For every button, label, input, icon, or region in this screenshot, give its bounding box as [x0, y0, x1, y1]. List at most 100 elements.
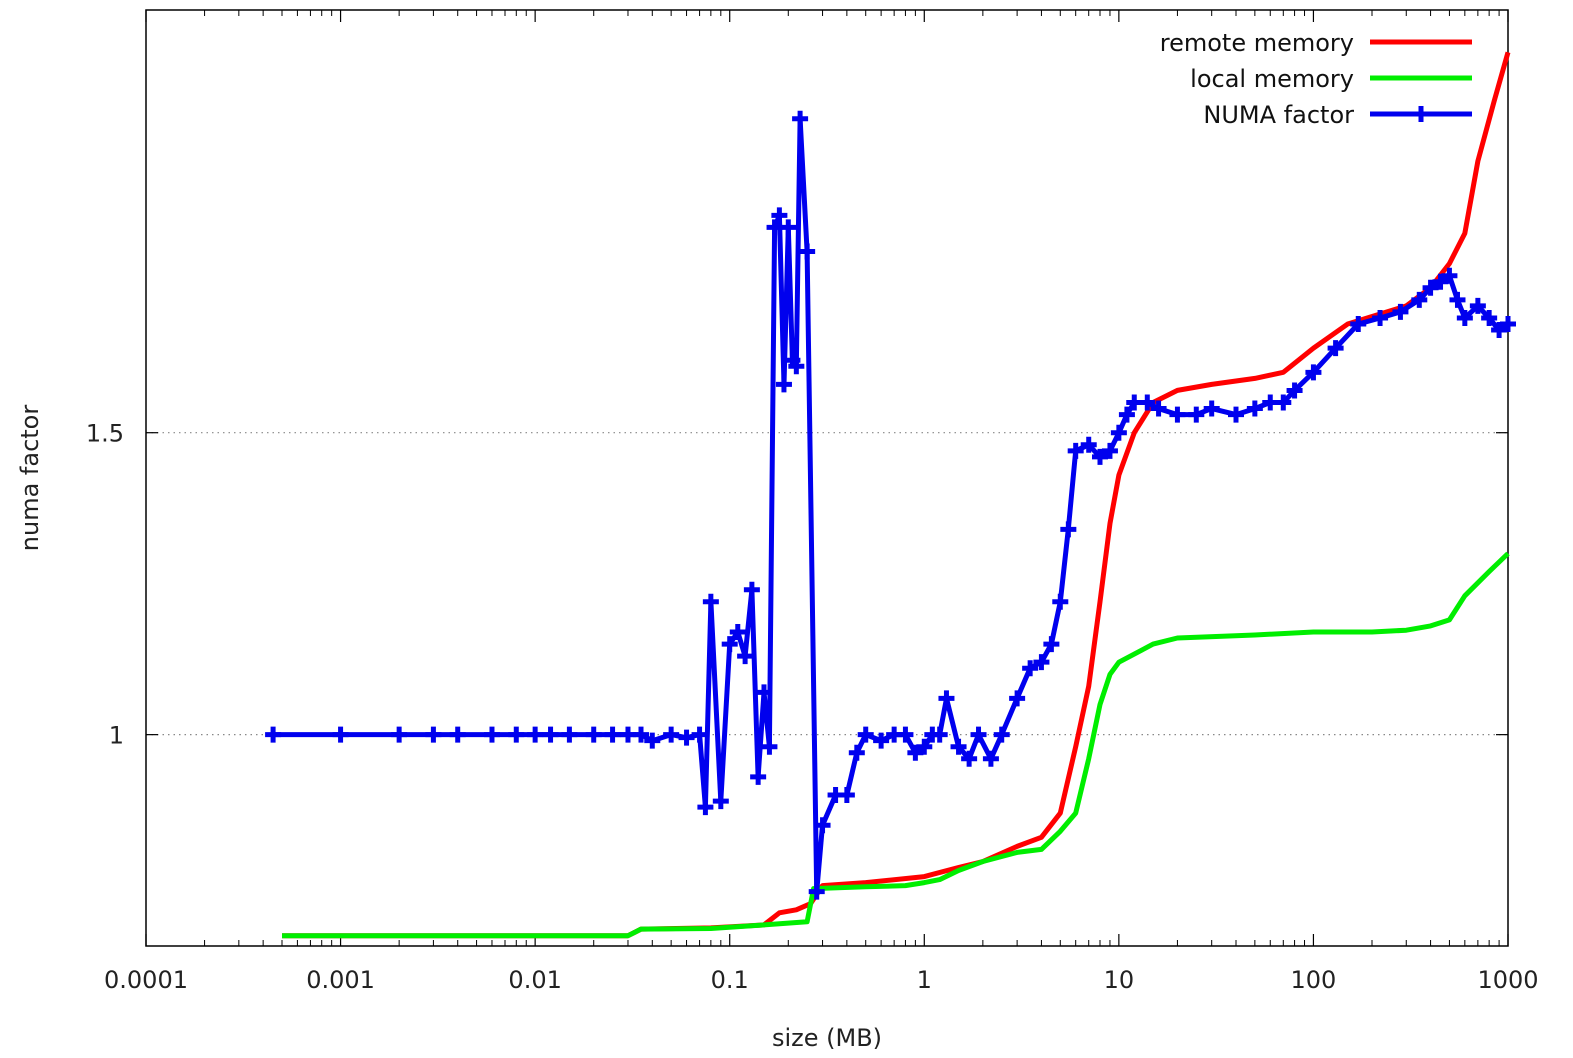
data-point — [1203, 400, 1220, 417]
data-point — [1491, 322, 1508, 339]
data-point — [848, 744, 865, 761]
legend-label: local memory — [1190, 65, 1354, 93]
data-point — [857, 726, 874, 743]
data-point — [982, 750, 999, 767]
y-tick-label: 1 — [109, 722, 124, 750]
data-point — [1441, 267, 1458, 284]
data-point — [1150, 400, 1167, 417]
data-point — [743, 581, 760, 598]
data-point — [449, 726, 466, 743]
x-axis-title: size (MB) — [772, 1024, 882, 1052]
x-tick-label: 1 — [917, 966, 932, 994]
series-numa-factor — [265, 110, 1516, 900]
data-point — [755, 684, 772, 701]
data-point — [961, 750, 978, 767]
data-point — [1372, 309, 1389, 326]
data-point — [1305, 364, 1322, 381]
series-line — [282, 551, 1510, 939]
data-point — [1101, 442, 1118, 459]
data-point — [1126, 394, 1143, 411]
data-point — [542, 726, 559, 743]
data-point — [1469, 297, 1486, 314]
data-point — [1275, 394, 1292, 411]
series-local-memory — [282, 551, 1510, 939]
data-point — [1022, 660, 1039, 677]
data-point — [931, 726, 948, 743]
data-point — [604, 726, 621, 743]
data-point — [391, 726, 408, 743]
grid-layer — [146, 432, 1508, 736]
data-point — [1246, 400, 1263, 417]
data-point — [780, 219, 797, 236]
data-point — [332, 726, 349, 743]
data-point — [886, 726, 903, 743]
data-point — [644, 732, 661, 749]
data-point — [771, 207, 788, 224]
data-point — [1009, 690, 1026, 707]
data-point — [1052, 593, 1069, 610]
data-point — [585, 726, 602, 743]
y-axis-title: numa factor — [16, 405, 44, 552]
data-point — [483, 726, 500, 743]
data-point — [561, 726, 578, 743]
data-point — [916, 738, 933, 755]
data-point — [907, 744, 924, 761]
data-point — [1033, 654, 1050, 671]
data-point — [1139, 394, 1156, 411]
data-point — [633, 726, 650, 743]
data-point — [873, 732, 890, 749]
x-tick-label: 0.001 — [306, 966, 375, 994]
data-point — [788, 358, 805, 375]
data-point — [1500, 316, 1516, 333]
legend: remote memory local memory NUMA factor — [1160, 29, 1472, 129]
data-point — [775, 376, 792, 393]
x-tick-label: 100 — [1291, 966, 1337, 994]
data-point — [1067, 442, 1084, 459]
data-point — [1411, 291, 1428, 308]
series-layer — [265, 51, 1516, 939]
x-tick-label: 10 — [1104, 966, 1135, 994]
data-point — [721, 636, 738, 653]
data-point — [663, 726, 680, 743]
x-tick-label: 1000 — [1477, 966, 1538, 994]
data-point — [993, 726, 1010, 743]
data-point — [1118, 406, 1135, 423]
data-point — [1228, 406, 1245, 423]
series-line — [282, 51, 1511, 939]
data-point — [814, 817, 831, 834]
data-point — [950, 738, 967, 755]
plot-frame — [145, 9, 1509, 947]
data-point — [808, 883, 825, 900]
data-point — [1043, 636, 1060, 653]
data-point — [527, 726, 544, 743]
data-point — [938, 690, 955, 707]
data-point — [1262, 394, 1279, 411]
data-point — [737, 648, 754, 665]
x-tick-label: 0.0001 — [104, 966, 188, 994]
data-point — [702, 593, 719, 610]
data-point — [761, 738, 778, 755]
tick-layer: 1 1.5 0.0001 0.001 0.01 0.1 1 10 100 1000 — [86, 10, 1539, 994]
data-point — [508, 726, 525, 743]
data-point — [970, 726, 987, 743]
data-point — [1080, 436, 1097, 453]
data-point — [697, 799, 714, 816]
data-point — [1449, 291, 1466, 308]
legend-label: NUMA factor — [1203, 101, 1354, 129]
data-point — [691, 726, 708, 743]
data-point — [1169, 406, 1186, 423]
y-tick-label: 1.5 — [86, 420, 124, 448]
data-point — [784, 352, 801, 369]
data-point — [792, 110, 809, 127]
data-point — [1481, 309, 1498, 326]
data-point — [1456, 309, 1473, 326]
data-point — [827, 787, 844, 804]
x-tick-label: 0.01 — [508, 966, 561, 994]
series-remote-memory — [282, 51, 1511, 939]
data-point — [678, 729, 695, 746]
legend-marker — [1413, 106, 1429, 122]
data-point — [1350, 316, 1367, 333]
legend-label: remote memory — [1160, 29, 1354, 57]
data-point — [1422, 279, 1439, 296]
data-point — [619, 726, 636, 743]
